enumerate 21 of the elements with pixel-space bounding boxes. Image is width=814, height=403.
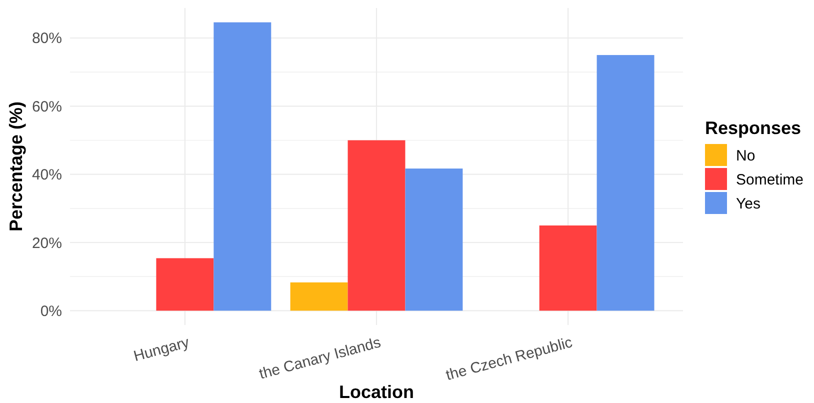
y-axis-title: Percentage (%) bbox=[6, 101, 26, 232]
bar bbox=[214, 22, 272, 311]
legend-label: Sometime bbox=[736, 171, 804, 188]
bar bbox=[405, 168, 463, 311]
bar bbox=[539, 225, 597, 311]
bar bbox=[348, 140, 406, 311]
bar bbox=[156, 258, 214, 311]
x-tick-label: the Czech Republic bbox=[444, 334, 575, 384]
legend-label: Yes bbox=[736, 195, 760, 212]
x-tick-label: the Canary Islands bbox=[257, 334, 383, 383]
y-tick-label: 80% bbox=[32, 30, 62, 48]
x-axis-title: Location bbox=[339, 382, 414, 402]
bar bbox=[596, 55, 654, 311]
y-tick-label: 40% bbox=[32, 166, 62, 184]
legend-label: No bbox=[736, 147, 756, 164]
y-tick-label: 60% bbox=[32, 98, 62, 116]
legend-title: Responses bbox=[705, 118, 802, 138]
y-tick-label: 20% bbox=[32, 234, 62, 252]
bar bbox=[290, 282, 348, 311]
y-tick-label: 0% bbox=[40, 302, 62, 320]
x-tick-label: Hungary bbox=[132, 334, 192, 366]
